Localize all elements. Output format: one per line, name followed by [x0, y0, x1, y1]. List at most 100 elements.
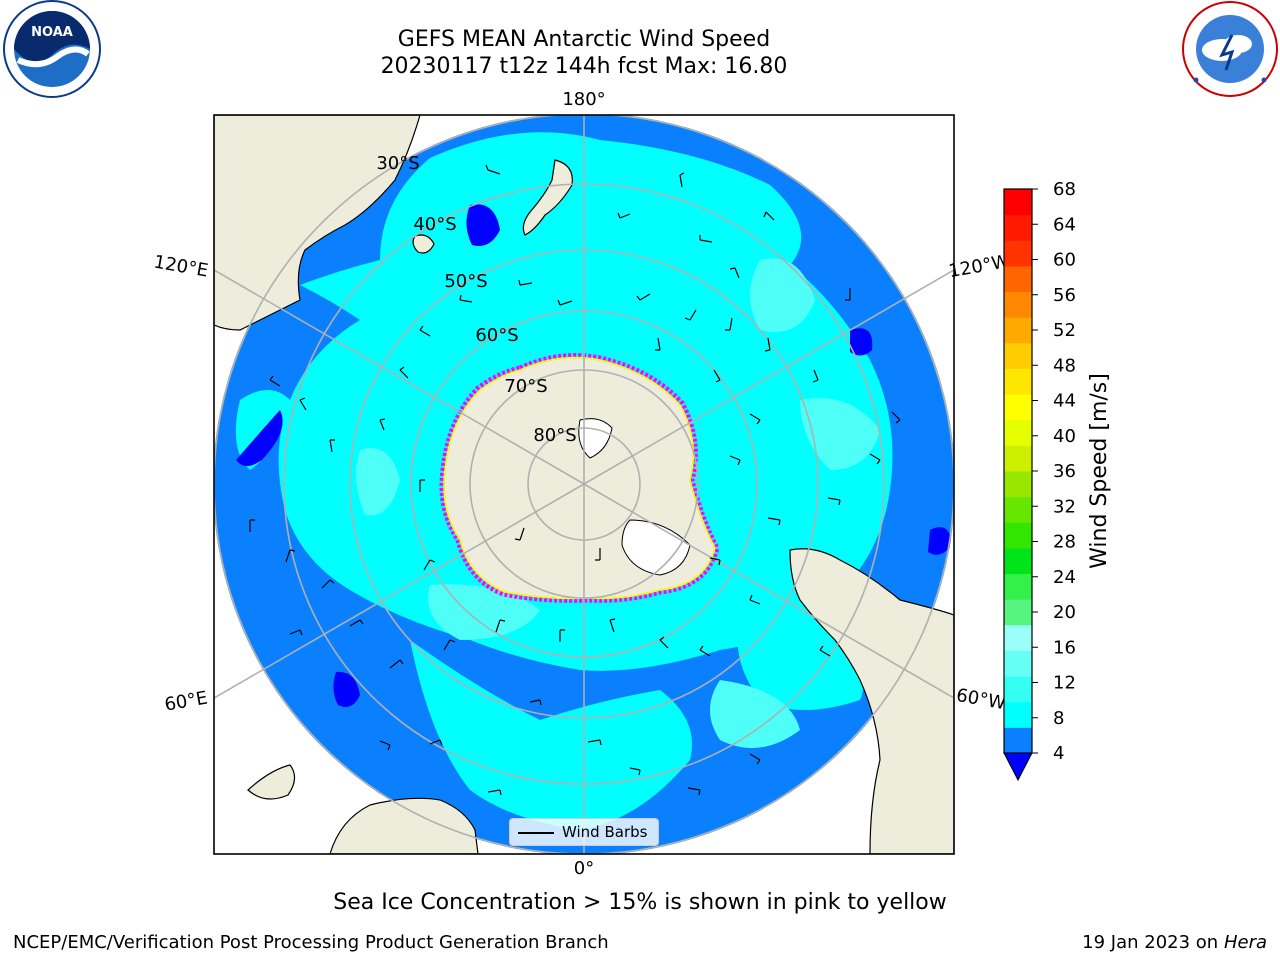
footer-host: Hera: [1223, 932, 1267, 953]
wind-barb: [699, 235, 713, 243]
lat-label-80s: 80°S: [533, 425, 576, 446]
wind-under-4-e: [928, 527, 952, 555]
colorbar-segment: [1004, 496, 1032, 523]
wind-barb: [419, 479, 425, 492]
wind-barb: [329, 439, 335, 453]
colorbar-tick-label: 56: [1053, 285, 1076, 306]
colorbar-segment: [1004, 240, 1032, 267]
wind-barb: [725, 317, 733, 331]
colorbar-tick-label: 20: [1053, 602, 1076, 623]
wind-barb: [419, 325, 431, 337]
colorbar-tick-label: 32: [1053, 496, 1076, 517]
colorbar-tick-label: 28: [1053, 532, 1076, 553]
footer-date: 19 Jan 2023 on Hera: [1082, 932, 1267, 953]
wind-barb: [763, 211, 775, 221]
map-panel: [214, 115, 954, 854]
wind-barb: [487, 789, 502, 796]
colorbar-segment: [1004, 419, 1032, 446]
wind-barb: [629, 767, 641, 776]
meridian-120e: [214, 269, 585, 485]
tasmania-land: [412, 234, 435, 254]
sea-ice-edge: [439, 353, 720, 603]
wind-band-12-16-e: [356, 448, 400, 516]
wind-barb: [459, 294, 473, 303]
wind-barb: [485, 164, 501, 175]
meridian-60e: [214, 483, 585, 699]
wind-barb: [729, 455, 741, 466]
lon-label-180: 180°: [562, 89, 605, 110]
footer-credit: NCEP/EMC/Verification Post Processing Pr…: [13, 932, 609, 953]
lat-label-60s: 60°S: [475, 325, 518, 346]
colorbar-tick-label: 12: [1053, 673, 1076, 694]
meridian-60w: [583, 483, 954, 699]
colorbar-segments: [1004, 189, 1032, 754]
lon-label-60e: 60°E: [163, 687, 209, 715]
noaa-logo: NOAA: [3, 0, 101, 98]
wind-barb: [609, 618, 616, 633]
wind-barb: [764, 337, 771, 352]
wind-barb: [699, 645, 711, 657]
wind-barb: [687, 787, 701, 796]
colorbar-tick-label: 44: [1053, 391, 1076, 412]
colorbar-label: Wind Speed [m/s]: [1087, 373, 1112, 569]
wind-barb: [587, 739, 602, 746]
wind-barb: [827, 497, 841, 506]
graticule: [214, 115, 954, 854]
antarctica: [439, 353, 720, 603]
wind-barb: [659, 636, 669, 649]
colorbar-tick-label: 48: [1053, 355, 1076, 376]
map-frame: [213, 114, 955, 855]
ronne-ice-shelf: [621, 519, 691, 576]
wind-band-8-12-south: [410, 640, 692, 830]
wind-barb: [729, 267, 740, 279]
wind-under-4-c: [333, 671, 360, 708]
wind-barb: [869, 453, 881, 465]
wind-barb: [379, 418, 386, 431]
colorbar-segment: [1004, 701, 1032, 728]
wind-barb: [749, 413, 761, 425]
colorbar-tick-label: 8: [1053, 708, 1064, 729]
wind-barb: [557, 299, 573, 306]
wind-barb: [379, 740, 391, 751]
landmasses: [214, 115, 954, 854]
wind-barb: [495, 619, 506, 633]
colorbar-segment: [1004, 471, 1032, 498]
lon-label-120e: 120°E: [152, 251, 210, 281]
noaa-logo-text: NOAA: [31, 25, 73, 40]
colorbar-tick-label: 36: [1053, 461, 1076, 482]
wind-barb: [399, 366, 409, 379]
colorbar-segment: [1004, 265, 1032, 293]
colorbar-tick-label: 64: [1053, 214, 1076, 235]
wind-band-12-16-c: [428, 584, 540, 640]
wind-barb: [289, 629, 303, 636]
colorbar-tick-label: 24: [1053, 567, 1076, 588]
wind-under-4-a: [466, 204, 500, 246]
colorbar-segment: [1004, 189, 1032, 216]
wind-band-12-16-a: [750, 258, 815, 332]
lon-label-120w: 120°W: [947, 251, 1011, 282]
wind-barb: [285, 549, 296, 563]
wind-barbs: [249, 164, 901, 796]
lon-label-0: 0°: [574, 858, 594, 879]
colorbar-segment: [1004, 342, 1032, 369]
wind-barb: [812, 369, 819, 383]
wind-barb: [713, 369, 721, 383]
colorbar-tick-label: 60: [1053, 250, 1076, 271]
wind-barb: [679, 172, 685, 188]
wind-under-4-b: [236, 410, 283, 466]
madagascar-land: [247, 764, 296, 800]
colorbar-segment: [1004, 624, 1032, 651]
lat-label-70s: 70°S: [504, 376, 547, 397]
chart-title: GEFS MEAN Antarctic Wind Speed: [397, 27, 771, 52]
wind-barb: [423, 559, 436, 571]
wind-barb: [389, 659, 404, 669]
wind-barb: [249, 519, 255, 532]
wind-barb: [559, 629, 565, 642]
nws-logo: [1182, 1, 1278, 97]
wind-barb: [617, 212, 631, 219]
wind-barb: [684, 309, 697, 321]
wind-barb: [349, 619, 364, 627]
wind-barb: [891, 411, 901, 424]
colorbar-segment: [1004, 445, 1032, 472]
